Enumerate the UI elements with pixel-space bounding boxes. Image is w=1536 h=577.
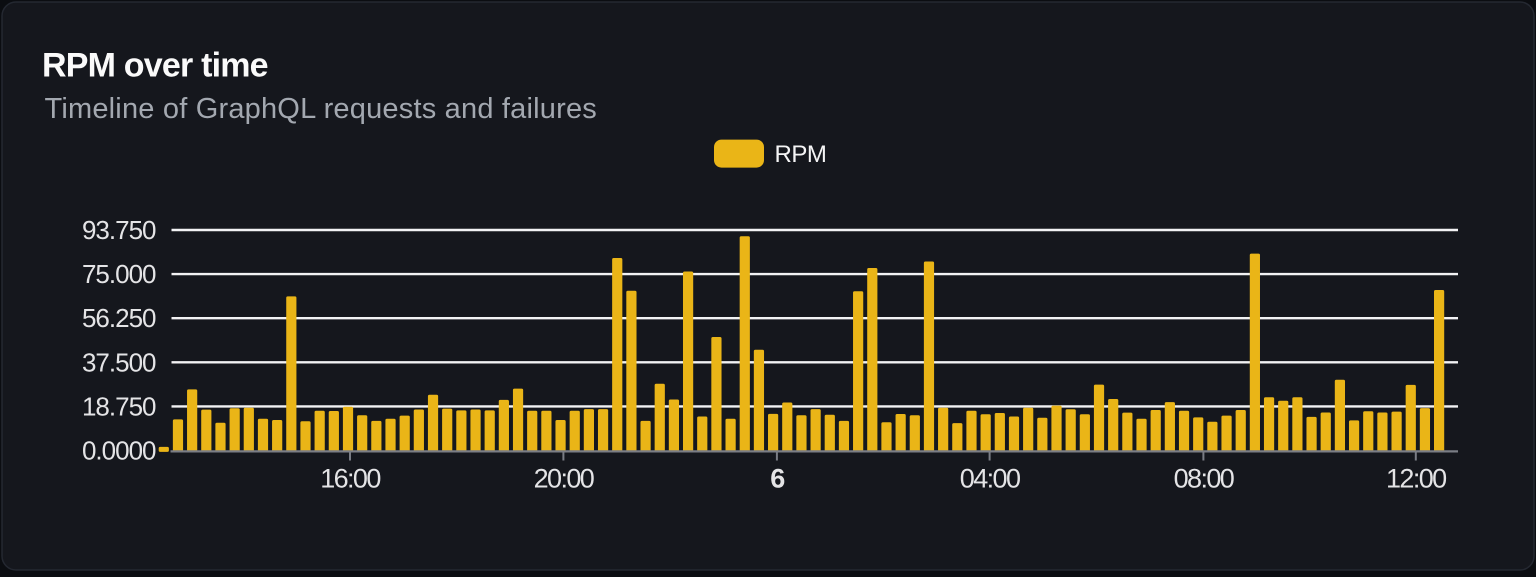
- svg-text:6: 6: [770, 463, 785, 493]
- svg-text:04:00: 04:00: [960, 463, 1020, 493]
- svg-text:0.0000: 0.0000: [82, 435, 156, 465]
- svg-text:RPM: RPM: [775, 141, 827, 168]
- svg-text:20:00: 20:00: [534, 463, 594, 493]
- svg-text:75.000: 75.000: [82, 259, 156, 289]
- svg-text:Timeline of GraphQL requests a: Timeline of GraphQL requests and failure…: [45, 93, 598, 125]
- svg-text:56.250: 56.250: [82, 303, 156, 333]
- svg-text:16:00: 16:00: [320, 463, 380, 493]
- svg-text:RPM over time: RPM over time: [42, 46, 268, 84]
- svg-text:37.500: 37.500: [82, 347, 156, 377]
- svg-text:08:00: 08:00: [1174, 463, 1234, 493]
- svg-text:12:00: 12:00: [1386, 463, 1446, 493]
- svg-text:18.750: 18.750: [82, 391, 156, 421]
- svg-text:93.750: 93.750: [82, 215, 156, 245]
